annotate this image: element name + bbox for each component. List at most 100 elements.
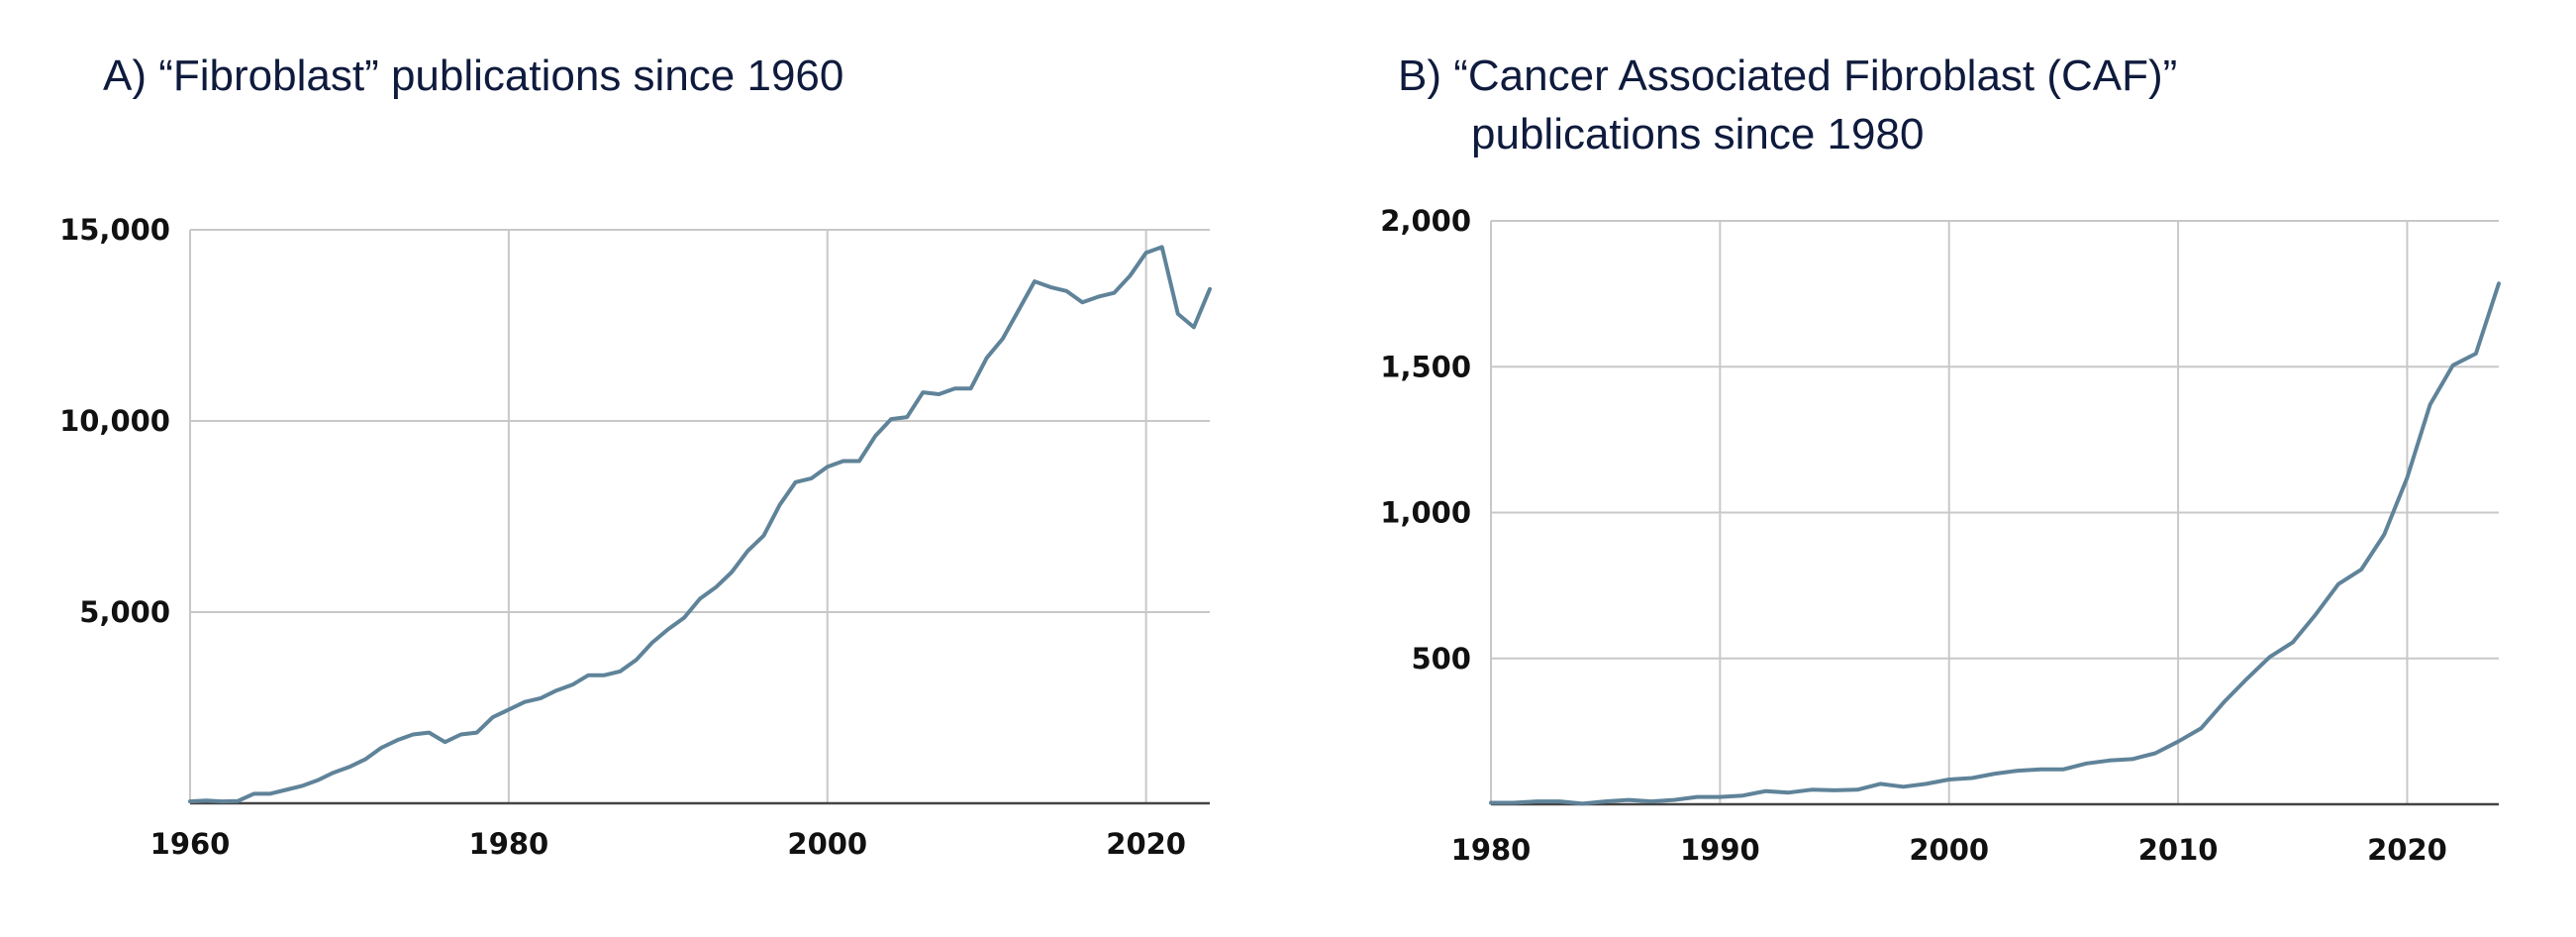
chart-a-point-1973 [395, 738, 400, 743]
chart-a-point-1988 [634, 658, 639, 663]
chart-b-point-1989 [1695, 794, 1700, 799]
chart-a-point-2002 [856, 459, 861, 464]
chart-b-point-2012 [2222, 699, 2227, 704]
chart-a-point-1997 [777, 502, 782, 507]
chart-a-point-1974 [411, 732, 416, 737]
chart-b-point-2014 [2267, 655, 2272, 660]
chart-b-point-1997 [1878, 781, 1883, 786]
chart-a-point-1983 [554, 688, 559, 693]
chart-b-xtick-label: 2000 [1909, 833, 1989, 867]
chart-a-point-1976 [443, 740, 447, 745]
chart-a: 5,000 10,000 15,000 1960 1980 2000 2020 [59, 213, 1212, 861]
chart-a-ytick-label: 10,000 [59, 404, 170, 438]
chart-b-point-2016 [2313, 612, 2318, 617]
chart-a-point-1969 [331, 771, 336, 776]
chart-b-ytick-label: 500 [1411, 642, 1471, 676]
chart-b-point-2000 [1946, 778, 1951, 782]
chart-b-xtick-label: 2020 [2367, 833, 2447, 867]
chart-b-point-2021 [2427, 402, 2432, 407]
chart-b-point-1990 [1718, 794, 1723, 799]
chart-a-point-1979 [490, 715, 495, 720]
chart-a-xtick-label: 1980 [469, 827, 549, 861]
chart-b-series-line [1489, 281, 2501, 806]
chart-b-point-1999 [1924, 781, 1929, 786]
chart-a-point-2015 [1064, 288, 1069, 293]
chart-a-point-1986 [602, 673, 607, 677]
chart-a-point-1975 [427, 730, 432, 735]
chart-a-ytick-label: 15,000 [59, 213, 170, 247]
chart-b-point-1992 [1763, 788, 1768, 793]
chart-a-point-2010 [984, 356, 989, 361]
chart-a-point-1971 [363, 757, 368, 762]
chart-b-point-2022 [2450, 363, 2455, 367]
chart-b-point-1983 [1557, 799, 1562, 804]
chart-a-point-1994 [730, 570, 735, 574]
chart-a-point-2006 [921, 390, 926, 395]
chart-b-point-2023 [2473, 352, 2478, 357]
chart-a-point-2019 [1128, 273, 1133, 278]
chart-b-point-2017 [2336, 581, 2341, 586]
chart-a-point-2024 [1208, 286, 1213, 291]
chart-a-point-1984 [570, 682, 575, 687]
chart-b-point-1995 [1833, 787, 1837, 792]
chart-b-point-1996 [1855, 787, 1860, 792]
chart-b-point-1993 [1786, 790, 1791, 795]
chart-a-point-1993 [714, 584, 719, 589]
chart-b-point-1985 [1603, 799, 1608, 804]
chart-b-point-1981 [1512, 800, 1517, 805]
chart-b-point-1986 [1626, 797, 1631, 802]
chart-b-point-1998 [1901, 784, 1906, 789]
chart-a-point-1972 [379, 746, 384, 751]
chart-b-point-1994 [1809, 787, 1814, 792]
chart-a-point-1987 [618, 669, 623, 674]
chart-b-ytick-label: 1,000 [1380, 496, 1471, 530]
chart-b-point-2011 [2199, 726, 2204, 731]
chart-a-point-1989 [649, 640, 654, 645]
chart-a-point-1998 [793, 479, 798, 484]
chart-a-point-1991 [681, 615, 686, 620]
chart-a-point-1980 [506, 707, 511, 712]
chart-a-point-1978 [474, 730, 479, 735]
chart-a-point-1990 [665, 627, 670, 632]
chart-b-point-2008 [2130, 757, 2134, 762]
chart-b-point-2020 [2405, 475, 2410, 480]
chart-a-xtick-label: 1960 [150, 827, 231, 861]
chart-a-point-2001 [841, 459, 845, 464]
chart-a-point-1965 [267, 791, 272, 796]
chart-a-point-2011 [1000, 337, 1005, 342]
chart-b-ytick-label: 1,500 [1380, 350, 1471, 383]
chart-b-point-1980 [1489, 800, 1494, 805]
chart-b-point-2007 [2107, 758, 2112, 763]
chart-b-point-1987 [1649, 799, 1654, 804]
chart-a-point-2008 [952, 386, 957, 391]
chart-b-point-2013 [2244, 677, 2249, 681]
chart-a-point-2016 [1080, 300, 1085, 305]
chart-a-point-2017 [1096, 294, 1101, 299]
chart-b-point-2024 [2497, 281, 2502, 286]
chart-a-point-2007 [937, 392, 941, 397]
chart-b-point-2010 [2176, 739, 2181, 744]
chart-b: 500 1,000 1,500 2,000 1980 1990 2000 2010 2020 [1380, 204, 2501, 867]
chart-a-point-2003 [873, 434, 878, 439]
chart-b-point-2018 [2359, 567, 2364, 572]
chart-a-point-1992 [698, 596, 703, 601]
chart-b-point-1991 [1740, 793, 1745, 798]
chart-a-series-line [188, 245, 1212, 804]
chart-b-point-2019 [2382, 532, 2387, 537]
chart-b-point-2001 [1969, 776, 1974, 781]
chart-a-point-1999 [809, 475, 814, 480]
chart-a-ytick-label: 5,000 [79, 595, 170, 629]
chart-a-point-1977 [458, 732, 463, 737]
chart-b-point-1984 [1580, 801, 1585, 806]
chart-a-point-2005 [905, 415, 910, 420]
chart-b-point-2015 [2290, 640, 2295, 645]
chart-b-xtick-label: 1980 [1451, 833, 1532, 867]
chart-b-xtick-label: 1990 [1680, 833, 1760, 867]
chart-a-point-2004 [889, 417, 894, 422]
chart-a-point-1964 [251, 791, 256, 796]
chart-a-point-2012 [1016, 308, 1021, 313]
chart-a-point-1996 [761, 533, 766, 538]
chart-a-point-1970 [347, 765, 351, 770]
chart-b-xtick-label: 2010 [2138, 833, 2219, 867]
chart-a-point-1966 [283, 787, 288, 792]
